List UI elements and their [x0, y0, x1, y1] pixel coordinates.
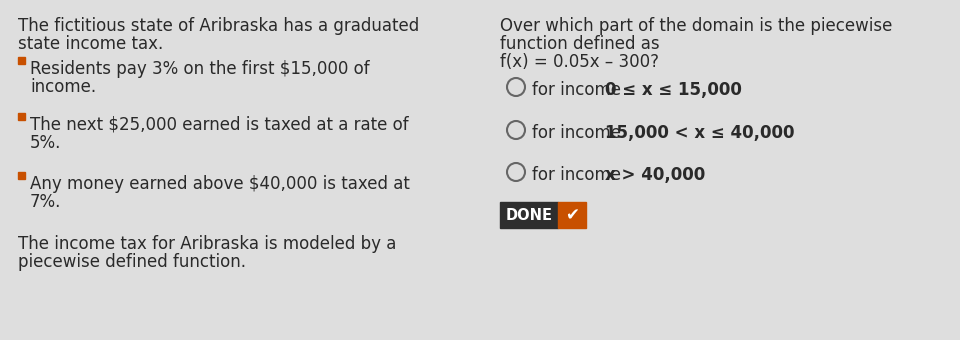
Text: The next $25,000 earned is taxed at a rate of: The next $25,000 earned is taxed at a ra…	[30, 116, 409, 134]
FancyBboxPatch shape	[558, 202, 586, 228]
Text: x > 40,000: x > 40,000	[605, 166, 706, 184]
Text: state income tax.: state income tax.	[18, 35, 163, 53]
Text: Any money earned above $40,000 is taxed at: Any money earned above $40,000 is taxed …	[30, 175, 410, 193]
Text: f(x) = 0.05x – 300?: f(x) = 0.05x – 300?	[500, 53, 659, 71]
FancyBboxPatch shape	[500, 202, 558, 228]
Text: 7%.: 7%.	[30, 193, 61, 211]
Text: ✔: ✔	[565, 206, 579, 224]
Text: income.: income.	[30, 78, 96, 96]
Text: for income: for income	[532, 124, 626, 142]
Bar	[18, 57, 25, 64]
Text: function defined as: function defined as	[500, 35, 660, 53]
Text: for income: for income	[532, 166, 626, 184]
Text: Residents pay 3% on the first $15,000 of: Residents pay 3% on the first $15,000 of	[30, 60, 370, 78]
Text: Over which part of the domain is the piecewise: Over which part of the domain is the pie…	[500, 17, 893, 35]
Text: 5%.: 5%.	[30, 134, 61, 152]
Bar	[18, 113, 25, 120]
Text: piecewise defined function.: piecewise defined function.	[18, 253, 246, 271]
Text: 0 ≤ x ≤ 15,000: 0 ≤ x ≤ 15,000	[605, 81, 742, 99]
Text: for income: for income	[532, 81, 626, 99]
Text: DONE: DONE	[506, 207, 553, 222]
Bar	[18, 172, 25, 179]
Text: The income tax for Aribraska is modeled by a: The income tax for Aribraska is modeled …	[18, 235, 396, 253]
Text: 15,000 < x ≤ 40,000: 15,000 < x ≤ 40,000	[605, 124, 795, 142]
Text: The fictitious state of Aribraska has a graduated: The fictitious state of Aribraska has a …	[18, 17, 420, 35]
